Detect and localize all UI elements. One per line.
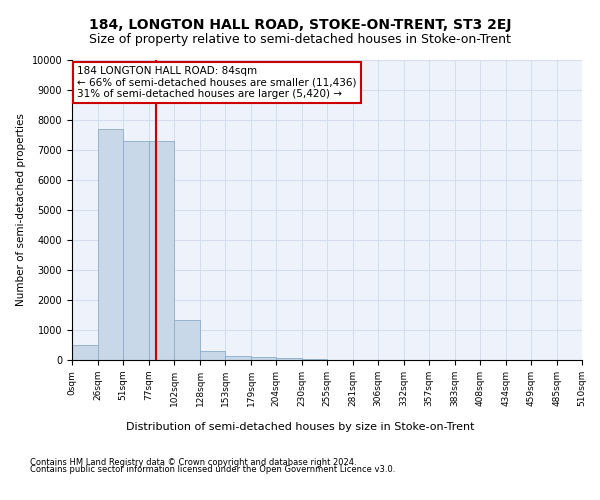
Text: Distribution of semi-detached houses by size in Stoke-on-Trent: Distribution of semi-detached houses by … [126, 422, 474, 432]
Bar [225, 356, 251, 360]
Bar [302, 359, 327, 360]
Bar [200, 351, 225, 360]
Bar [251, 357, 276, 360]
Bar [276, 358, 302, 360]
Y-axis label: Number of semi-detached properties: Number of semi-detached properties [16, 114, 26, 306]
Text: Contains HM Land Registry data © Crown copyright and database right 2024.: Contains HM Land Registry data © Crown c… [30, 458, 356, 467]
Bar [174, 320, 200, 360]
Bar [123, 141, 149, 360]
Text: Size of property relative to semi-detached houses in Stoke-on-Trent: Size of property relative to semi-detach… [89, 32, 511, 46]
Text: 184 LONGTON HALL ROAD: 84sqm
← 66% of semi-detached houses are smaller (11,436)
: 184 LONGTON HALL ROAD: 84sqm ← 66% of se… [77, 66, 356, 99]
Text: Contains public sector information licensed under the Open Government Licence v3: Contains public sector information licen… [30, 466, 395, 474]
Bar [149, 141, 174, 360]
Bar [98, 129, 123, 360]
Text: 184, LONGTON HALL ROAD, STOKE-ON-TRENT, ST3 2EJ: 184, LONGTON HALL ROAD, STOKE-ON-TRENT, … [89, 18, 511, 32]
Bar [72, 345, 98, 360]
